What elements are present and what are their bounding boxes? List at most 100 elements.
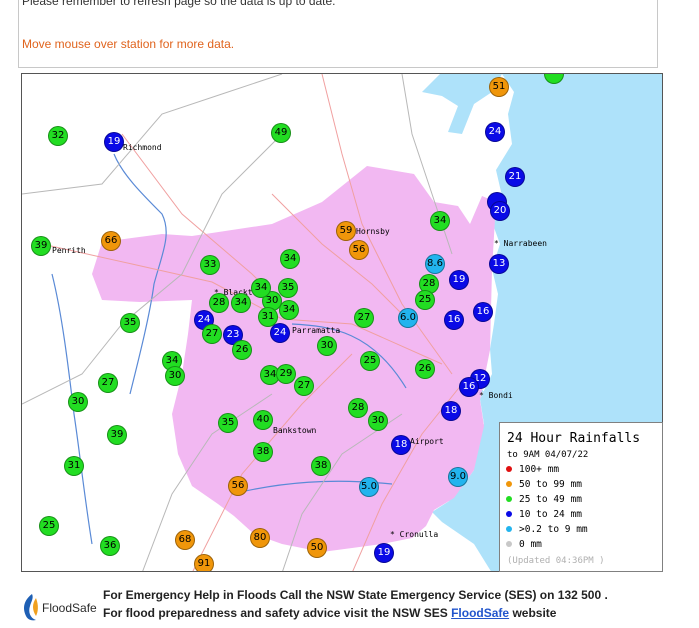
legend-swatch — [506, 525, 512, 532]
rain-station-marker[interactable]: 28 — [348, 398, 368, 418]
place-label-richmond: Richmond — [123, 143, 162, 152]
rain-station-marker[interactable]: 18 — [391, 435, 411, 455]
rain-station-marker[interactable]: 34 — [280, 249, 300, 269]
advice-suffix: website — [509, 606, 557, 620]
legend-row-25-49: 25 to 49 mm — [506, 494, 582, 508]
rain-station-marker[interactable]: 6.0 — [398, 308, 418, 328]
rain-station-marker[interactable]: 27 — [202, 324, 222, 344]
legend-label: 100+ mm — [519, 464, 560, 475]
rain-station-marker[interactable]: 34 — [251, 278, 271, 298]
rain-station-marker[interactable]: 35 — [278, 278, 298, 298]
rain-station-marker[interactable]: 25 — [39, 516, 59, 536]
rain-station-marker[interactable]: 18 — [441, 401, 461, 421]
rain-station-marker[interactable]: 27 — [294, 376, 314, 396]
road-m1 — [321, 74, 453, 375]
rain-station-marker[interactable]: 34 — [430, 211, 450, 231]
floodsafe-wave-icon — [24, 594, 38, 621]
place-label-parramatta: Parramatta — [292, 326, 341, 335]
rain-station-marker[interactable]: 19 — [374, 543, 394, 563]
floodsafe-logo[interactable]: FloodSafe — [18, 592, 102, 622]
rain-station-marker[interactable]: 5.0 — [359, 477, 379, 497]
road-pennant — [271, 193, 413, 325]
rain-station-marker[interactable]: 16 — [444, 310, 464, 330]
rain-station-marker[interactable]: 25 — [415, 290, 435, 310]
rain-station-marker[interactable]: 50 — [307, 538, 327, 558]
legend-swatch — [506, 465, 512, 472]
rain-station-marker[interactable]: 38 — [253, 442, 273, 462]
rain-station-marker[interactable]: 30 — [317, 336, 337, 356]
rain-station-marker[interactable]: 34 — [279, 300, 299, 320]
refresh-notice: Please remember to refresh page so the d… — [22, 0, 336, 8]
rain-station-marker[interactable]: 9.0 — [448, 467, 468, 487]
rain-station-marker[interactable]: 51 — [489, 77, 509, 97]
rainfall-legend: 24 Hour Rainfalls to 9AM 04/07/22 100+ m… — [499, 422, 663, 572]
place-label-penrith: Penrith — [52, 246, 86, 255]
rain-station-marker[interactable]: 30 — [165, 366, 185, 386]
advice-prefix: For flood preparedness and safety advice… — [103, 606, 452, 620]
rain-station-marker[interactable]: 8.6 — [425, 254, 445, 274]
rain-station-marker[interactable]: 34 — [231, 293, 251, 313]
footer: FloodSafe For Emergency Help in Floods C… — [18, 584, 668, 628]
urban-area — [92, 166, 496, 552]
rain-station-marker[interactable]: 68 — [175, 530, 195, 550]
rain-station-marker[interactable]: 27 — [354, 308, 374, 328]
hover-hint: Move mouse over station for more data. — [22, 37, 235, 51]
rain-station-marker[interactable]: 24 — [270, 323, 290, 343]
rain-station-marker[interactable]: 66 — [101, 231, 121, 251]
legend-label: 0 mm — [519, 539, 542, 550]
rain-station-marker[interactable]: 20 — [490, 201, 510, 221]
rain-station-marker[interactable]: 35 — [218, 413, 238, 433]
legend-swatch — [506, 495, 512, 502]
legend-label: 50 to 99 mm — [519, 479, 582, 490]
rain-station-marker[interactable]: 13 — [489, 254, 509, 274]
rain-station-marker[interactable]: 16 — [459, 377, 479, 397]
rain-station-marker[interactable]: 35 — [120, 313, 140, 333]
rain-station-marker[interactable]: 16 — [473, 302, 493, 322]
rain-station-marker[interactable]: 49 — [271, 123, 291, 143]
rain-station-marker[interactable]: 31 — [258, 307, 278, 327]
rain-station-marker[interactable]: 19 — [104, 132, 124, 152]
legend-label: >0.2 to 9 mm — [519, 524, 588, 535]
rain-station-marker[interactable]: 26 — [415, 359, 435, 379]
rain-station-marker[interactable]: 80 — [250, 528, 270, 548]
rain-station-marker[interactable]: 40 — [253, 410, 273, 430]
nepean-river — [51, 273, 93, 545]
legend-row-50-99: 50 to 99 mm — [506, 479, 582, 493]
rain-station-marker[interactable]: 28 — [209, 293, 229, 313]
rain-station-marker[interactable]: 39 — [31, 236, 51, 256]
legend-row-0: 0 mm — [506, 539, 542, 553]
lga-boundary-4 — [282, 413, 403, 571]
rain-station-marker[interactable]: 59 — [336, 221, 356, 241]
rain-station-marker[interactable]: 27 — [98, 373, 118, 393]
legend-subtitle: to 9AM 04/07/22 — [507, 450, 589, 460]
rain-station-marker[interactable]: 33 — [200, 255, 220, 275]
rain-station-marker[interactable]: 30 — [68, 392, 88, 412]
rain-station-marker[interactable]: 24 — [485, 122, 505, 142]
place-label-bankstown: Bankstown — [273, 426, 317, 435]
legend-swatch — [506, 540, 512, 547]
legend-row-0-2-9: >0.2 to 9 mm — [506, 524, 588, 538]
rain-station-marker[interactable]: 25 — [360, 351, 380, 371]
rain-station-marker[interactable]: 56 — [228, 476, 248, 496]
rain-station-marker[interactable]: 38 — [311, 456, 331, 476]
rain-station-marker[interactable]: 19 — [449, 270, 469, 290]
hawkesbury-estuary — [422, 74, 502, 134]
place-label-airport: Airport — [410, 437, 444, 446]
rain-station-marker[interactable]: 39 — [107, 425, 127, 445]
ses-emergency-line: For Emergency Help in Floods Call the NS… — [103, 588, 608, 602]
rain-station-marker[interactable]: 21 — [505, 167, 525, 187]
rain-station-marker[interactable]: 32 — [48, 126, 68, 146]
rain-station-marker[interactable]: 91 — [194, 554, 214, 571]
place-label-hornsby: Hornsby — [356, 227, 390, 236]
place-label-cronulla: * Cronulla — [390, 530, 439, 539]
place-label-blacktown: * Blackt — [214, 288, 253, 297]
rain-station-marker[interactable]: 56 — [349, 240, 369, 260]
rain-station-marker[interactable]: 29 — [276, 364, 296, 384]
legend-swatch — [506, 480, 512, 487]
rain-station-marker[interactable]: 30 — [368, 411, 388, 431]
rain-station-marker[interactable]: 31 — [64, 456, 84, 476]
rain-station-marker[interactable]: 26 — [232, 340, 252, 360]
floodsafe-link[interactable]: FloodSafe — [451, 606, 510, 620]
rain-station-marker[interactable]: 36 — [100, 536, 120, 556]
floodsafe-logo-text: FloodSafe — [42, 601, 97, 615]
